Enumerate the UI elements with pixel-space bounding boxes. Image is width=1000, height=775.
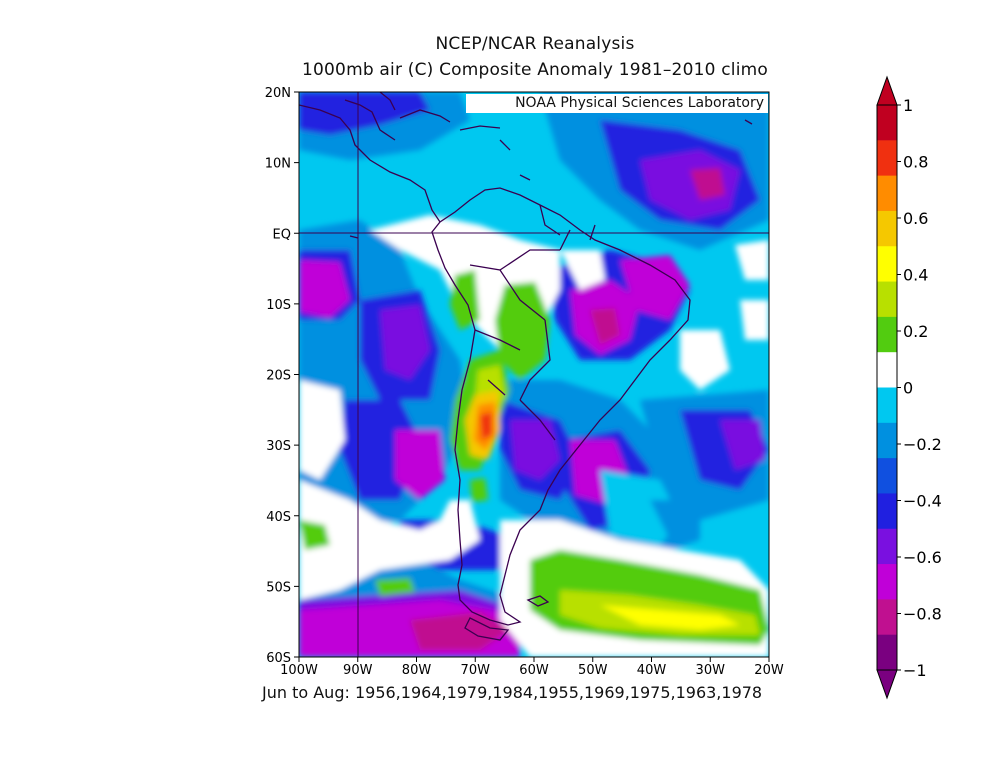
colorbar-swatch — [877, 422, 897, 459]
colorbar-swatch — [877, 140, 897, 177]
colorbar-label: −0.2 — [903, 435, 942, 454]
colorbar-swatch — [877, 281, 897, 318]
lon-tick-label: 20W — [754, 663, 784, 678]
lat-tick-label: 10N — [265, 157, 291, 172]
colorbar-label: 0.2 — [903, 322, 928, 341]
colorbar-label: 0.4 — [903, 266, 928, 285]
colorbar-label: 1 — [903, 96, 913, 115]
colorbar-label: −0.4 — [903, 492, 942, 511]
lon-tick-label: 30W — [696, 663, 726, 678]
colorbar-label: 0.6 — [903, 209, 928, 228]
lat-tick-label: 20S — [266, 369, 291, 384]
lon-tick-label: 100W — [280, 663, 318, 678]
colorbar-swatch — [877, 599, 897, 636]
lon-tick-label: 70W — [461, 663, 491, 678]
colorbar-swatch — [877, 493, 897, 530]
lon-tick-label: 80W — [402, 663, 432, 678]
colorbar-swatch — [877, 246, 897, 283]
colorbar-label: 0.8 — [903, 153, 928, 172]
colorbar-swatch — [877, 387, 897, 424]
chart-title: NCEP/NCAR Reanalysis — [435, 34, 635, 54]
latitude-axis: 20N 10N EQ 10S 20S 30S 40S 50S 60S — [265, 86, 299, 666]
colorbar-swatch — [877, 316, 897, 353]
chart-subtitle: 1000mb air (C) Composite Anomaly 1981–20… — [302, 60, 768, 80]
colorbar-swatch — [877, 352, 897, 388]
colorbar-label: −1 — [903, 661, 927, 680]
lon-tick-label: 90W — [343, 663, 373, 678]
lat-tick-label: 10S — [266, 298, 291, 313]
coastlines — [299, 92, 753, 641]
longitude-axis: 100W 90W 80W 70W 60W 50W 40W 30W 20W — [280, 657, 784, 678]
lat-tick-label: 20N — [265, 86, 291, 101]
composite-caption: Jun to Aug: 1956,1964,1979,1984,1955,196… — [262, 683, 763, 702]
colorbar-swatch — [877, 105, 897, 141]
lat-tick-label: 30S — [266, 439, 291, 454]
colorbar-label: 0 — [903, 379, 913, 398]
colorbar-top-arrow — [876, 75, 898, 106]
colorbar-label: −0.8 — [903, 605, 942, 624]
contour-field — [299, 92, 769, 657]
lon-tick-label: 40W — [637, 663, 667, 678]
lat-tick-label: 50S — [266, 580, 291, 595]
colorbar-swatch — [877, 458, 897, 494]
lat-tick-label: 60S — [266, 651, 291, 666]
colorbar-swatch — [877, 210, 897, 247]
lat-tick-label: EQ — [273, 227, 291, 242]
colorbar-swatch — [877, 528, 897, 565]
colorbar-bottom-arrow — [876, 669, 898, 700]
lon-tick-label: 50W — [578, 663, 608, 678]
colorbar-swatch — [877, 175, 897, 212]
lon-tick-label: 60W — [519, 663, 549, 678]
colorbar-label: −0.6 — [903, 548, 942, 567]
credit-label: NOAA Physical Sciences Laboratory — [466, 94, 768, 113]
colorbar-swatch — [877, 634, 897, 671]
colorbar-swatch — [877, 564, 897, 600]
lat-tick-label: 40S — [266, 510, 291, 525]
